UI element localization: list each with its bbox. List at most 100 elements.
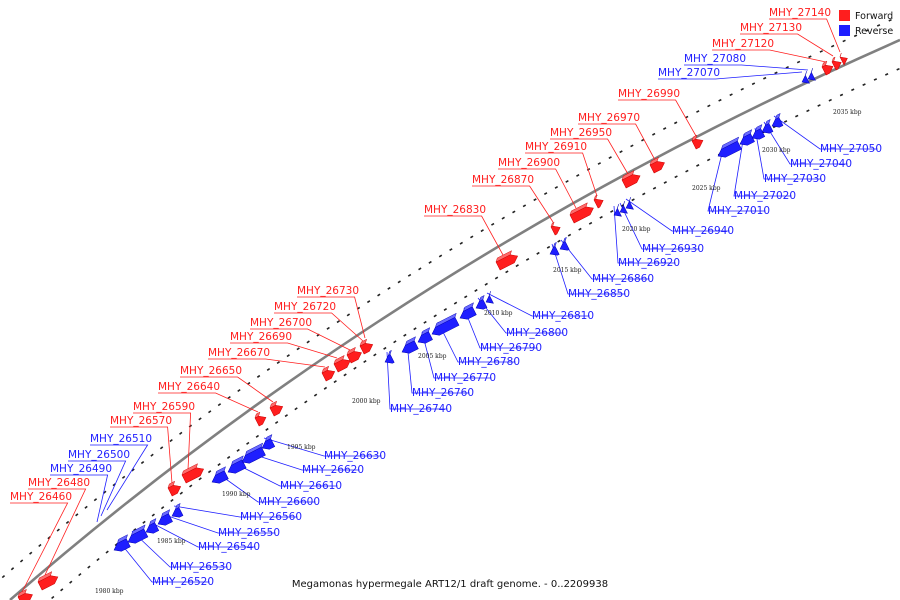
gene-mhy-26610[interactable] — [225, 455, 249, 476]
gene-label-mhy-26950[interactable]: MHY_26950 — [550, 127, 612, 139]
gene-label-mhy-26600[interactable]: MHY_26600 — [258, 496, 320, 508]
gene-mhy-26520[interactable] — [111, 534, 133, 554]
gene-label-mhy-26520[interactable]: MHY_26520 — [152, 576, 214, 588]
gene-mhy-26850[interactable] — [547, 241, 562, 258]
gene-mhy-26970[interactable] — [649, 156, 667, 174]
gene-label-mhy-27080[interactable]: MHY_27080 — [684, 53, 746, 65]
gene-label-mhy-27020[interactable]: MHY_27020 — [734, 190, 796, 202]
gene-label-mhy-26760[interactable]: MHY_26760 — [412, 387, 474, 399]
gene-label-mhy-26910[interactable]: MHY_26910 — [525, 141, 587, 153]
gene-mhy-26720[interactable] — [359, 338, 375, 355]
gene-mhy-26560[interactable] — [169, 503, 186, 520]
gene-label-mhy-26690[interactable]: MHY_26690 — [230, 331, 292, 343]
gene-mhy-26670[interactable] — [321, 365, 337, 382]
gene-mhy-27130[interactable] — [831, 56, 844, 71]
scale-dot — [294, 407, 298, 411]
gene-label-mhy-27070[interactable]: MHY_27070 — [658, 67, 720, 79]
gene-label-mhy-26510[interactable]: MHY_26510 — [90, 433, 152, 445]
gene-label-mhy-26620[interactable]: MHY_26620 — [302, 464, 364, 476]
gene-mhy-27010[interactable] — [715, 136, 745, 160]
gene-mhy-26540[interactable] — [143, 518, 162, 537]
gene-mhy-26620[interactable] — [239, 442, 269, 466]
gene-mhy-26950[interactable] — [621, 169, 642, 189]
gene-label-mhy-26830[interactable]: MHY_26830 — [424, 204, 486, 216]
gene-mhy-26870[interactable] — [550, 221, 563, 236]
gene-label-mhy-26940[interactable]: MHY_26940 — [672, 225, 734, 237]
gene-label-mhy-26730[interactable]: MHY_26730 — [297, 285, 359, 297]
gene-label-mhy-26640[interactable]: MHY_26640 — [158, 381, 220, 393]
gene-mhy-26600[interactable] — [209, 466, 231, 486]
gene-label-mhy-26780[interactable]: MHY_26780 — [458, 356, 520, 368]
gene-mhy-26860[interactable] — [557, 236, 572, 253]
gene-label-mhy-26990[interactable]: MHY_26990 — [618, 88, 680, 100]
gene-mhy-26760[interactable] — [399, 336, 421, 356]
gene-label-mhy-27030[interactable]: MHY_27030 — [764, 173, 826, 185]
gene-mhy-26690[interactable] — [333, 354, 353, 373]
gene-label-mhy-26530[interactable]: MHY_26530 — [170, 561, 232, 573]
gene-label-mhy-26870[interactable]: MHY_26870 — [472, 174, 534, 186]
gene-label-mhy-26500[interactable]: MHY_26500 — [68, 449, 130, 461]
gene-label-mhy-27010[interactable]: MHY_27010 — [708, 205, 770, 217]
gene-label-mhy-27050[interactable]: MHY_27050 — [820, 143, 882, 155]
gene-mhy-26590[interactable] — [181, 462, 206, 484]
gene-mhy-26900[interactable] — [569, 201, 596, 224]
leader-line — [525, 152, 598, 197]
gene-mhy-26770[interactable] — [415, 327, 436, 346]
gene-mhy-26480[interactable] — [37, 570, 60, 591]
gene-mhy-26550[interactable] — [155, 509, 176, 528]
gene-mhy-26630[interactable] — [259, 434, 278, 453]
gene-label-mhy-26850[interactable]: MHY_26850 — [568, 288, 630, 300]
gene-label-mhy-26920[interactable]: MHY_26920 — [618, 257, 680, 269]
gene-label-mhy-26700[interactable]: MHY_26700 — [250, 317, 312, 329]
gene-label-mhy-26810[interactable]: MHY_26810 — [532, 310, 594, 322]
gene-mhy-27040[interactable] — [759, 119, 776, 136]
gene-label-mhy-26460[interactable]: MHY_26460 — [10, 491, 72, 503]
gene-mhy-27120[interactable] — [821, 60, 835, 76]
gene-label-mhy-26720[interactable]: MHY_26720 — [274, 301, 336, 313]
gene-mhy-26460[interactable] — [17, 588, 35, 600]
gene-label-mhy-26550[interactable]: MHY_26550 — [218, 527, 280, 539]
gene-mhy-27020[interactable] — [737, 129, 758, 148]
gene-label-mhy-26490[interactable]: MHY_26490 — [50, 463, 112, 475]
gene-label-mhy-26970[interactable]: MHY_26970 — [578, 112, 640, 124]
gene-label-mhy-26860[interactable]: MHY_26860 — [592, 273, 654, 285]
gene-mhy-27050[interactable] — [769, 113, 786, 130]
gene-label-mhy-27130[interactable]: MHY_27130 — [740, 22, 802, 34]
scale-dot — [729, 93, 733, 97]
gene-label-mhy-26650[interactable]: MHY_26650 — [180, 365, 242, 377]
gene-mhy-26990[interactable] — [691, 134, 705, 150]
gene-label-mhy-26570[interactable]: MHY_26570 — [110, 415, 172, 427]
gene-mhy-26700[interactable] — [346, 346, 364, 364]
gene-label-mhy-26540[interactable]: MHY_26540 — [198, 541, 260, 553]
gene-label-mhy-26670[interactable]: MHY_26670 — [208, 347, 270, 359]
leader-line — [131, 530, 228, 568]
gene-mhy-26800[interactable] — [473, 295, 490, 312]
scale-dot — [423, 320, 427, 324]
scale-dot — [179, 491, 183, 495]
gene-mhy-26790[interactable] — [457, 302, 479, 322]
gene-mhy-26650[interactable] — [269, 400, 285, 417]
gene-mhy-26910[interactable] — [593, 194, 606, 209]
gene-label-mhy-26770[interactable]: MHY_26770 — [434, 372, 496, 384]
gene-mhy-26640[interactable] — [254, 411, 268, 427]
gene-label-mhy-27140[interactable]: MHY_27140 — [769, 7, 831, 19]
gene-label-mhy-26630[interactable]: MHY_26630 — [324, 450, 386, 462]
gene-mhy-26530[interactable] — [125, 524, 151, 546]
gene-label-mhy-26790[interactable]: MHY_26790 — [480, 342, 542, 354]
gene-label-mhy-26480[interactable]: MHY_26480 — [28, 477, 90, 489]
gene-mhy-26570[interactable] — [167, 480, 183, 497]
gene-label-mhy-27120[interactable]: MHY_27120 — [712, 38, 774, 50]
gene-label-mhy-26610[interactable]: MHY_26610 — [280, 480, 342, 492]
gene-mhy-27030[interactable] — [749, 124, 768, 143]
gene-label-mhy-26800[interactable]: MHY_26800 — [506, 327, 568, 339]
gene-mhy-26830[interactable] — [495, 249, 520, 271]
gene-mhy-26780[interactable] — [429, 312, 462, 338]
gene-label-mhy-26930[interactable]: MHY_26930 — [642, 243, 704, 255]
gene-mhy-27140[interactable] — [839, 52, 850, 66]
gene-label-mhy-26590[interactable]: MHY_26590 — [133, 401, 195, 413]
gene-mhy-26740[interactable] — [382, 349, 397, 366]
gene-label-mhy-27040[interactable]: MHY_27040 — [790, 158, 852, 170]
gene-label-mhy-26900[interactable]: MHY_26900 — [498, 157, 560, 169]
gene-label-mhy-26560[interactable]: MHY_26560 — [240, 511, 302, 523]
gene-label-mhy-26740[interactable]: MHY_26740 — [390, 403, 452, 415]
